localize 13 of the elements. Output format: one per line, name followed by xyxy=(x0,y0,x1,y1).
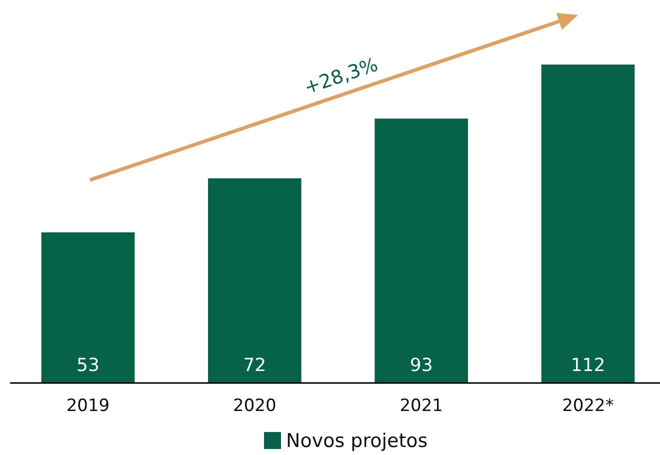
x-tick-label: 2021 xyxy=(400,396,443,416)
data-label: 72 xyxy=(243,355,266,376)
x-tick-label: 2019 xyxy=(66,396,110,416)
legend-label: Novos projetos xyxy=(286,430,428,452)
bar xyxy=(374,118,468,383)
bar xyxy=(541,64,635,383)
bar xyxy=(208,178,302,383)
x-tick-label: 2022* xyxy=(562,396,614,416)
data-label: 112 xyxy=(570,355,606,376)
data-label: 93 xyxy=(410,355,433,376)
bar xyxy=(41,232,135,383)
data-label: 53 xyxy=(76,355,100,376)
x-tick-label: 2020 xyxy=(233,396,276,416)
